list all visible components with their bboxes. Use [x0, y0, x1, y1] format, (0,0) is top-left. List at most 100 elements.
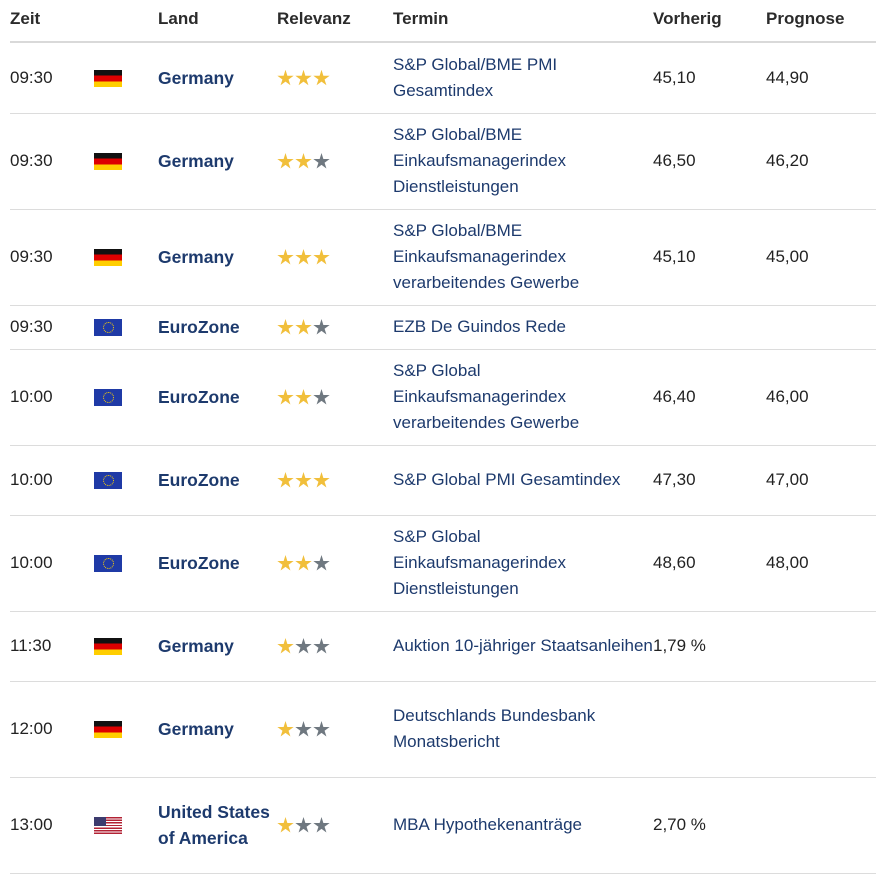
star-icon — [313, 555, 330, 571]
star-icon — [313, 249, 330, 265]
forecast-value: 44,90 — [766, 42, 876, 114]
flag-us-icon — [94, 817, 122, 835]
header-relevance: Relevanz — [277, 0, 393, 43]
country-flag — [92, 777, 158, 874]
previous-value: 46,40 — [653, 349, 766, 446]
previous-value: 46,50 — [653, 113, 766, 210]
event-time: 09:30 — [10, 113, 92, 210]
star-icon — [277, 389, 294, 405]
star-icon — [295, 249, 312, 265]
star-icon — [295, 555, 312, 571]
forecast-value: 46,20 — [766, 113, 876, 210]
country-name: Germany — [158, 42, 277, 114]
country-flag — [92, 515, 158, 612]
star-icon — [295, 817, 312, 833]
header-forecast: Prognose — [766, 0, 876, 43]
table-row[interactable]: 09:30 Germany S&P Global/BME Einkaufsmanag… — [10, 209, 876, 306]
relevance-stars — [277, 638, 330, 655]
star-icon — [313, 817, 330, 833]
relevance-rating — [277, 515, 393, 612]
country-flag — [92, 611, 158, 682]
event-time: 10:00 — [10, 349, 92, 446]
event-time: 13:00 — [10, 777, 92, 874]
flag-de-icon — [94, 69, 122, 87]
relevance-stars — [277, 555, 330, 572]
flag-eu-icon — [94, 472, 122, 490]
table-row[interactable]: 10:00 EuroZone S&P Global Einkaufsmanageri… — [10, 515, 876, 612]
star-icon — [277, 817, 294, 833]
star-icon — [277, 555, 294, 571]
event-link[interactable]: S&P Global Einkaufsmanagerindex Dienstle… — [393, 527, 566, 598]
table-row[interactable]: 09:30 EuroZone EZB De Guindos Rede — [10, 305, 876, 350]
event-cell: S&P Global/BME Einkaufsmanagerindex vera… — [393, 209, 653, 306]
event-cell: S&P Global Einkaufsmanagerindex verarbei… — [393, 349, 653, 446]
event-cell: S&P Global/BME PMI Gesamtindex — [393, 42, 653, 114]
event-link[interactable]: S&P Global/BME Einkaufsmanagerindex Dien… — [393, 125, 566, 196]
star-icon — [313, 389, 330, 405]
table-row[interactable]: 09:30 Germany S&P Global/BME Einkaufsmanag… — [10, 113, 876, 210]
event-cell: Auktion 10-jähriger Staatsanleihen — [393, 611, 653, 682]
event-link[interactable]: S&P Global Einkaufsmanagerindex verarbei… — [393, 361, 580, 432]
header-time: Zeit — [10, 0, 92, 43]
star-icon — [313, 69, 330, 86]
previous-value: 45,10 — [653, 209, 766, 306]
event-link[interactable]: S&P Global/BME PMI Gesamtindex — [393, 54, 558, 100]
flag-de-icon — [94, 721, 122, 739]
previous-value: 47,30 — [653, 445, 766, 516]
country-name: Germany — [158, 611, 277, 682]
table-row[interactable]: 09:30 Germany S&P Global/BME PMI Gesamtind… — [10, 42, 876, 114]
flag-de-icon — [94, 153, 122, 171]
event-cell: MBA Hypothekenanträge — [393, 777, 653, 874]
flag-de-icon — [94, 638, 122, 656]
table-row[interactable]: 10:00 EuroZone S&P Global Einkaufsmanageri… — [10, 349, 876, 446]
previous-value: 45,10 — [653, 42, 766, 114]
relevance-rating — [277, 681, 393, 778]
forecast-value — [766, 777, 876, 874]
star-icon — [277, 249, 294, 265]
event-time: 09:30 — [10, 305, 92, 350]
country-name: Germany — [158, 681, 277, 778]
header-event: Termin — [393, 0, 653, 43]
event-cell: S&P Global PMI Gesamtindex — [393, 445, 653, 516]
relevance-stars — [277, 69, 330, 87]
country-name: EuroZone — [158, 515, 277, 612]
event-link[interactable]: Auktion 10-jähriger Staatsanleihen — [393, 636, 653, 655]
country-flag — [92, 349, 158, 446]
star-icon — [277, 638, 294, 654]
relevance-stars — [277, 389, 330, 406]
country-name: Germany — [158, 209, 277, 306]
star-icon — [277, 153, 294, 169]
table-row[interactable]: 12:00 Germany Deutschlands Bundesbank Mona… — [10, 681, 876, 778]
relevance-rating — [277, 445, 393, 516]
table-row[interactable]: 11:30 Germany Auktion 10-jähriger Staatsan… — [10, 611, 876, 682]
relevance-stars — [277, 319, 330, 336]
event-time: 10:00 — [10, 515, 92, 612]
country-flag — [92, 113, 158, 210]
country-flag — [92, 445, 158, 516]
star-icon — [295, 153, 312, 169]
forecast-value: 45,00 — [766, 209, 876, 306]
event-cell: S&P Global Einkaufsmanagerindex Dienstle… — [393, 515, 653, 612]
event-link[interactable]: EZB De Guindos Rede — [393, 317, 566, 336]
event-link[interactable]: MBA Hypothekenanträge — [393, 815, 583, 834]
country-name: EuroZone — [158, 349, 277, 446]
star-icon — [295, 721, 312, 737]
previous-value — [653, 305, 766, 350]
event-link[interactable]: S&P Global PMI Gesamtindex — [393, 470, 621, 489]
star-icon — [295, 319, 312, 335]
star-icon — [313, 721, 330, 737]
previous-value: 48,60 — [653, 515, 766, 612]
flag-eu-icon — [94, 319, 122, 337]
country-flag — [92, 305, 158, 350]
star-icon — [295, 472, 312, 488]
table-row[interactable]: 13:00 United States of America MBA Hypothe… — [10, 777, 876, 874]
star-icon — [295, 638, 312, 654]
table-row[interactable]: 10:00 EuroZone S&P Global PMI Gesamtindex 4… — [10, 445, 876, 516]
star-icon — [277, 721, 294, 737]
star-icon — [313, 472, 330, 488]
star-icon — [295, 389, 312, 405]
economic-calendar-table: Zeit Land Relevanz Termin Vorherig Progn… — [10, 0, 876, 874]
relevance-rating — [277, 611, 393, 682]
event-link[interactable]: Deutschlands Bundesbank Monatsbericht — [393, 706, 596, 751]
event-link[interactable]: S&P Global/BME Einkaufsmanagerindex vera… — [393, 221, 580, 292]
